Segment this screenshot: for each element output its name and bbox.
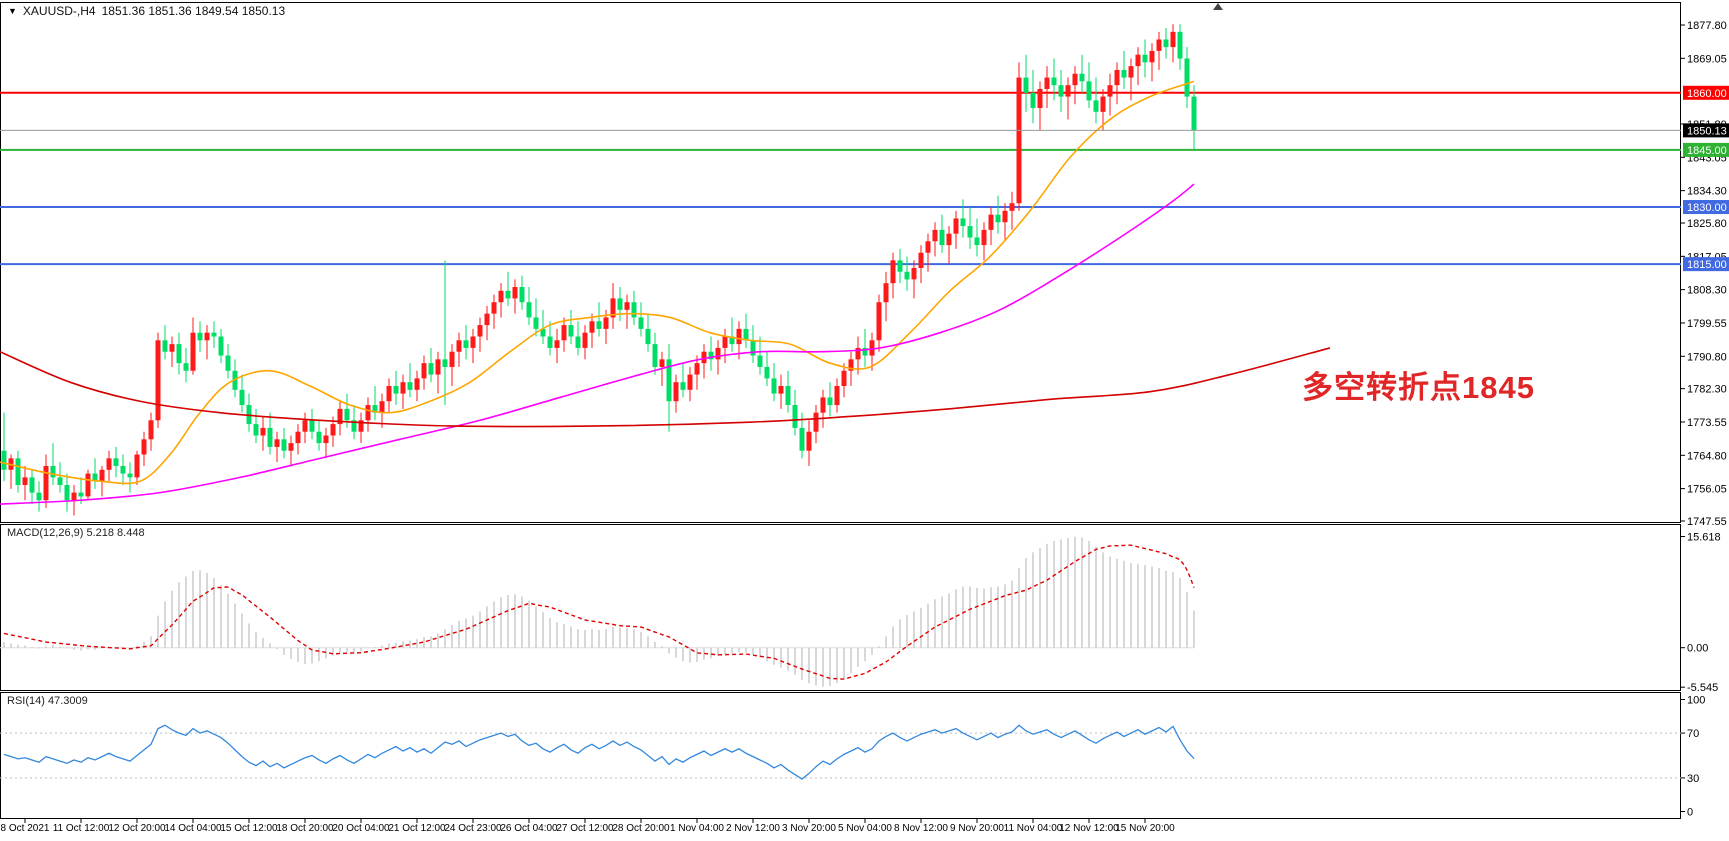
svg-text:1756.05: 1756.05 — [1687, 484, 1727, 496]
svg-text:0.00: 0.00 — [1687, 643, 1708, 655]
candlestick-series — [1, 24, 1197, 516]
svg-text:2 Nov 12:00: 2 Nov 12:00 — [726, 823, 780, 834]
svg-text:0: 0 — [1687, 807, 1693, 819]
svg-text:8 Oct 2021: 8 Oct 2021 — [1, 823, 50, 834]
svg-text:1 Nov 04:00: 1 Nov 04:00 — [670, 823, 724, 834]
svg-text:70: 70 — [1687, 728, 1699, 740]
svg-text:1815.00: 1815.00 — [1687, 259, 1727, 271]
chart-title: ▼ XAUUSD-,H4 1851.36 1851.36 1849.54 185… — [8, 4, 285, 18]
svg-text:11 Oct 12:00: 11 Oct 12:00 — [53, 823, 110, 834]
price-level-lines[interactable] — [0, 91, 1681, 266]
svg-text:1764.80: 1764.80 — [1687, 450, 1727, 462]
svg-text:1860.00: 1860.00 — [1687, 88, 1727, 100]
chart-shift-marker-icon[interactable] — [1213, 3, 1223, 10]
svg-text:100: 100 — [1687, 695, 1705, 707]
svg-text:1830.00: 1830.00 — [1687, 202, 1727, 214]
price-axis[interactable]: 1877.801869.051851.801843.051834.301825.… — [1681, 20, 1729, 528]
svg-text:1845.00: 1845.00 — [1687, 145, 1727, 157]
bar-ohlc-values: 1851.36 1851.36 1849.54 1850.13 — [101, 4, 286, 18]
svg-text:1877.80: 1877.80 — [1687, 20, 1727, 32]
rsi-series — [3, 724, 1195, 780]
svg-text:8 Nov 12:00: 8 Nov 12:00 — [894, 823, 948, 834]
svg-text:12 Oct 20:00: 12 Oct 20:00 — [108, 823, 166, 834]
svg-text:28 Oct 20:00: 28 Oct 20:00 — [612, 823, 670, 834]
svg-text:15 Nov 20:00: 15 Nov 20:00 — [1115, 823, 1175, 834]
svg-text:1869.05: 1869.05 — [1687, 53, 1727, 65]
svg-text:11 Nov 04:00: 11 Nov 04:00 — [1004, 823, 1063, 834]
svg-text:30: 30 — [1687, 773, 1699, 785]
svg-text:1773.55: 1773.55 — [1687, 417, 1727, 429]
symbol-dropdown-icon[interactable]: ▼ — [8, 6, 17, 16]
pane-frames — [0, 2, 1681, 819]
svg-text:-5.545: -5.545 — [1687, 682, 1718, 694]
svg-text:24 Oct 23:00: 24 Oct 23:00 — [444, 823, 502, 834]
moving-average-lines — [0, 80, 1331, 505]
svg-text:1850.13: 1850.13 — [1687, 125, 1727, 137]
indicator-guide-lines — [0, 647, 1681, 779]
macd-indicator-label: MACD(12,26,9) 5.218 8.448 — [7, 527, 145, 539]
svg-text:26 Oct 04:00: 26 Oct 04:00 — [500, 823, 558, 834]
svg-text:18 Oct 20:00: 18 Oct 20:00 — [276, 823, 334, 834]
svg-text:21 Oct 12:00: 21 Oct 12:00 — [388, 823, 446, 834]
svg-text:1808.30: 1808.30 — [1687, 285, 1727, 297]
svg-text:20 Oct 04:00: 20 Oct 04:00 — [332, 823, 390, 834]
svg-text:9 Nov 20:00: 9 Nov 20:00 — [950, 823, 1004, 834]
svg-text:15 Oct 12:00: 15 Oct 12:00 — [220, 823, 278, 834]
chart-text-annotation[interactable]: 多空转折点1845 — [1302, 370, 1535, 405]
svg-text:3 Nov 20:00: 3 Nov 20:00 — [782, 823, 836, 834]
macd-series — [3, 536, 1195, 687]
svg-text:5 Nov 04:00: 5 Nov 04:00 — [838, 823, 892, 834]
svg-text:1825.80: 1825.80 — [1687, 218, 1727, 230]
svg-text:1799.55: 1799.55 — [1687, 318, 1727, 330]
svg-text:1782.30: 1782.30 — [1687, 384, 1727, 396]
svg-text:14 Oct 04:00: 14 Oct 04:00 — [164, 823, 222, 834]
svg-text:27 Oct 12:00: 27 Oct 12:00 — [556, 823, 614, 834]
symbol-period-label: XAUUSD-,H4 — [22, 4, 96, 18]
svg-text:1747.55: 1747.55 — [1687, 516, 1727, 528]
rsi-indicator-label: RSI(14) 47.3009 — [7, 695, 88, 707]
svg-text:1790.80: 1790.80 — [1687, 351, 1727, 363]
svg-text:1834.30: 1834.30 — [1687, 186, 1727, 198]
svg-text:12 Nov 12:00: 12 Nov 12:00 — [1059, 823, 1119, 834]
svg-text:15.618: 15.618 — [1687, 532, 1721, 544]
